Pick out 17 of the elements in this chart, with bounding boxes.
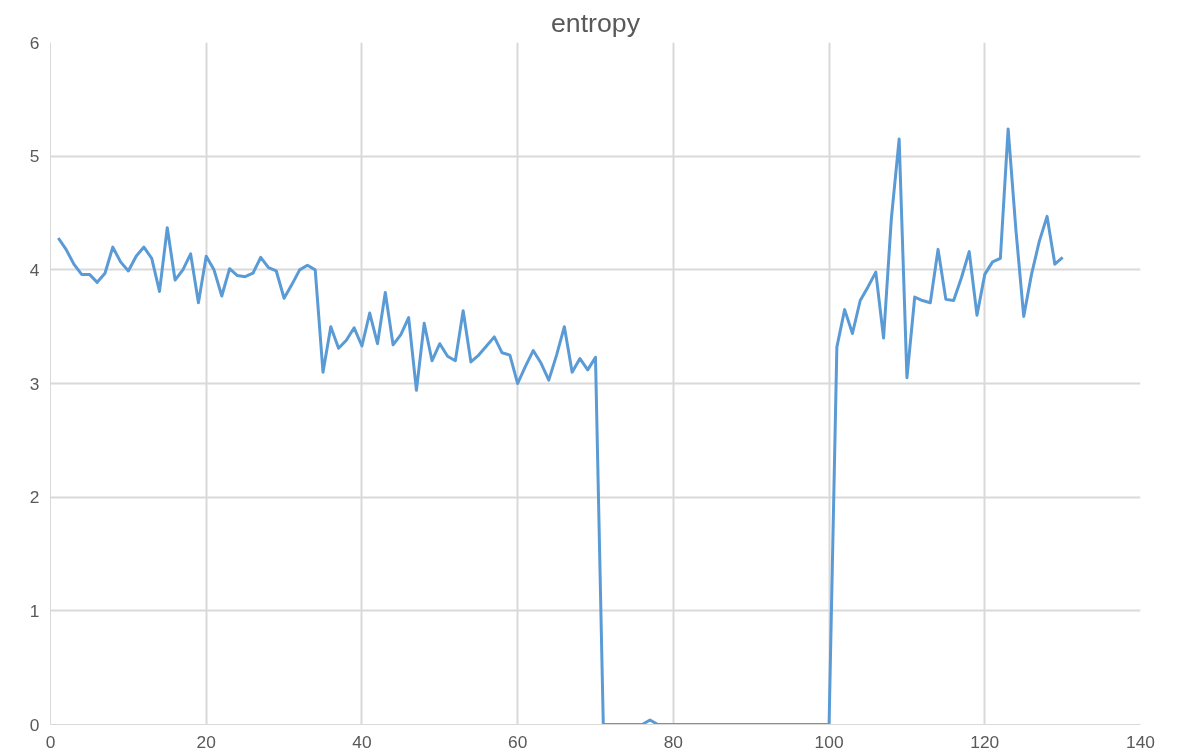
x-tick-label: 40 — [352, 731, 372, 752]
chart-title: entropy — [551, 7, 641, 38]
y-tick-label: 4 — [29, 259, 40, 280]
y-tick-label: 1 — [29, 600, 40, 621]
x-tick-label: 20 — [196, 731, 216, 752]
y-tick-label: 5 — [29, 146, 40, 167]
y-tick-label: 0 — [29, 714, 40, 735]
x-tick-label: 140 — [1126, 731, 1155, 752]
y-tick-label: 6 — [29, 32, 40, 53]
x-tick-label: 0 — [45, 731, 56, 752]
line-series — [56, 127, 1065, 725]
y-tick-label: 3 — [29, 373, 40, 394]
x-tick-label: 80 — [663, 731, 683, 752]
x-tick-label: 120 — [970, 731, 1000, 752]
x-tick-label: 100 — [814, 731, 844, 752]
y-tick-label: 2 — [29, 487, 40, 508]
x-tick-label: 60 — [508, 731, 528, 752]
